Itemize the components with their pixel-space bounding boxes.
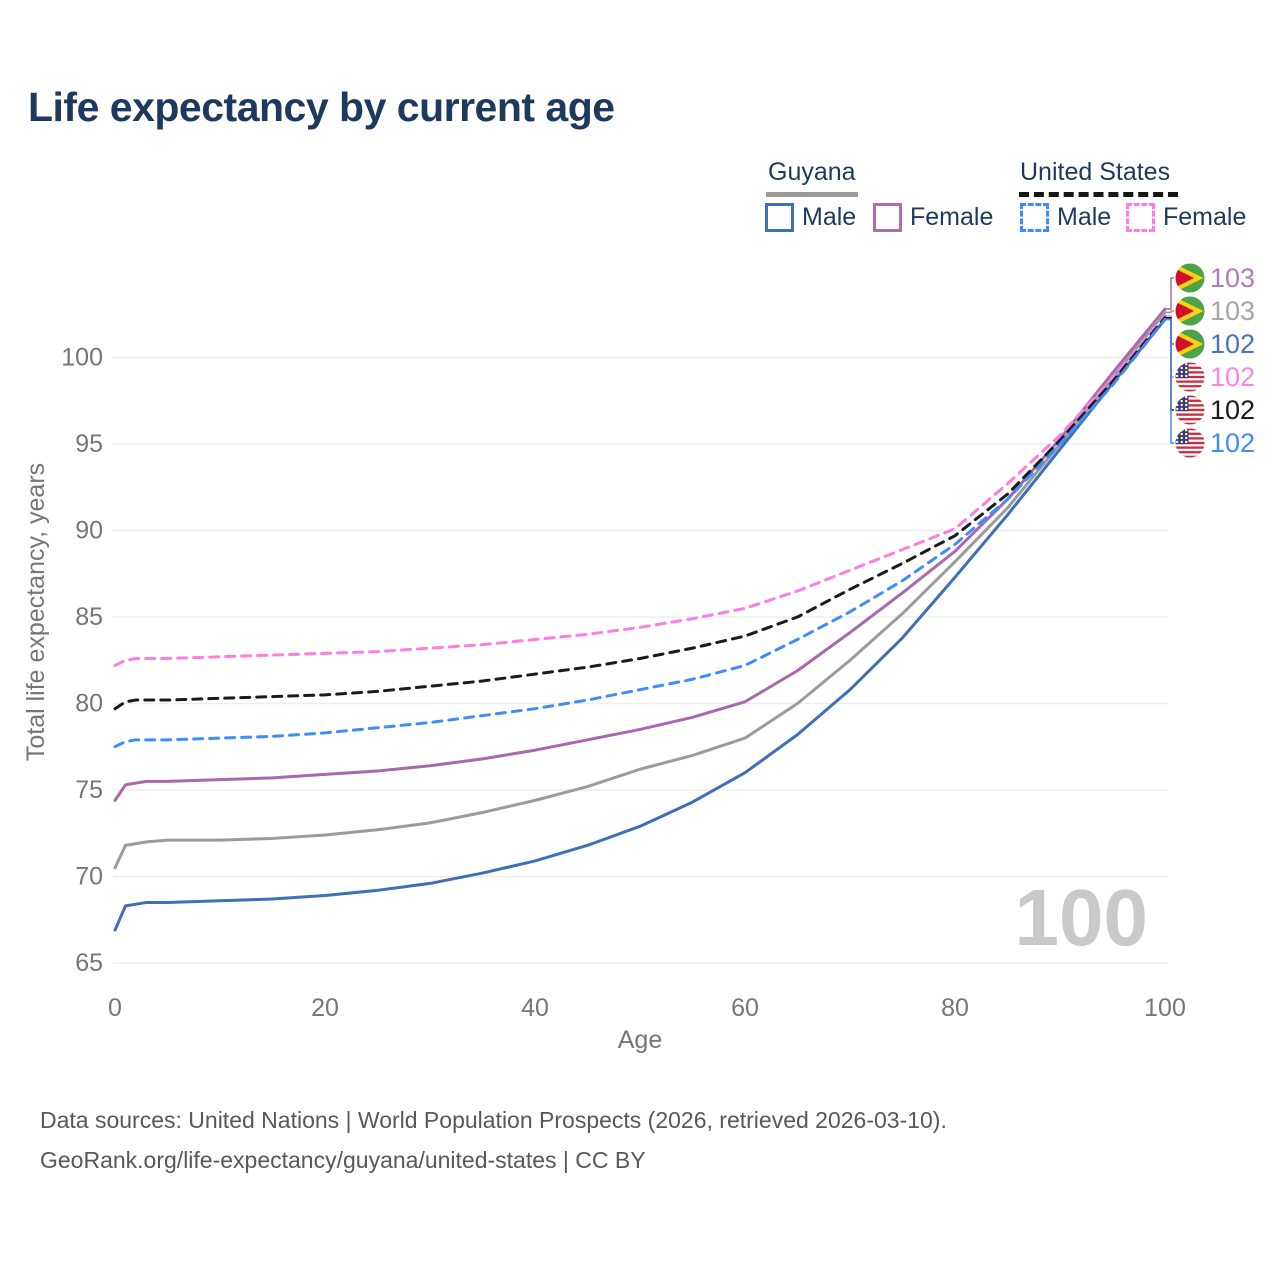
y-tick-label: 70 [75,863,103,891]
y-tick-label: 80 [75,690,103,718]
end-value-label-us-both: 102 [1210,395,1255,425]
y-tick-label: 95 [75,430,103,458]
x-tick-label: 20 [311,994,339,1022]
series-line-us-both [113,316,1167,711]
flag-border [1174,328,1206,360]
guyana-flag-icon [1175,263,1205,293]
series-line-us-male [113,317,1167,749]
legend-label-us-male: Male [1057,203,1112,231]
x-tick-label: 80 [941,994,969,1022]
us-male-swatch [1020,203,1049,232]
flag-border [1174,394,1206,426]
legend-label-guyana-female: Female [910,203,994,231]
end-label-leader-guyana-male [1166,318,1174,345]
end-label-leader-us-male [1166,318,1174,444]
end-label-leader-guyana-both [1166,310,1174,314]
guyana-male-swatch [765,203,794,232]
end-value-label-guyana-female: 103 [1210,263,1255,293]
guyana-female-swatch [873,203,902,232]
legend-label-guyana-male: Male [802,203,857,231]
x-tick-label: 40 [521,994,549,1022]
end-label-leader-us-both [1166,316,1174,411]
legend-group-us-title: United States [1020,158,1171,186]
axis-max-watermark: 100 [1015,873,1148,962]
y-tick-label: 65 [75,949,103,977]
series-line-guyana-female [113,307,1167,802]
guyana-flag-icon [1175,296,1205,326]
y-tick-label: 100 [61,344,103,372]
source-url-text: GeoRank.org/life-expectancy/guyana/unite… [40,1147,646,1173]
x-tick-label: 60 [731,994,759,1022]
end-value-label-us-male: 102 [1210,428,1255,458]
page-title: Life expectancy by current age [28,84,615,130]
life-expectancy-line-chart: 65 70 75 80 85 90 95 100 0 20 40 60 80 100 Age Total li… [22,262,1255,1054]
flag-border [1174,361,1206,393]
legend-group-guyana-title: Guyana [768,158,856,186]
legend-item-guyana-male[interactable]: Male [765,203,856,232]
data-sources-text: Data sources: United Nations | World Pop… [40,1107,947,1133]
legend-label-us-female: Female [1163,203,1247,231]
x-tick-label: 0 [108,994,122,1022]
legend-us-underline [1019,192,1178,197]
us-female-swatch [1126,203,1155,232]
legend-item-us-male[interactable]: Male [1020,203,1111,232]
x-axis-title: Age [618,1026,662,1054]
legend-guyana-underline [766,192,858,197]
legend-item-guyana-female[interactable]: Female [873,203,993,232]
end-value-label-guyana-male: 102 [1210,329,1255,359]
flag-border [1174,295,1206,327]
flag-border [1174,427,1206,459]
y-tick-label: 90 [75,517,103,545]
end-value-label-us-female: 102 [1210,362,1255,392]
end-value-label-guyana-both: 103 [1210,296,1255,326]
series-line-guyana-both [113,311,1167,870]
y-axis-title: Total life expectancy, years [22,463,50,761]
us-flag-icon [1175,362,1205,392]
series-line-guyana-male [113,317,1167,932]
y-tick-label: 85 [75,603,103,631]
x-tick-label: 100 [1144,994,1186,1022]
series-line-us-female [113,314,1167,667]
end-label-leader-guyana-female [1166,277,1174,310]
legend-item-us-female[interactable]: Female [1126,203,1246,232]
y-tick-label: 75 [75,776,103,804]
flag-border [1174,262,1206,294]
guyana-flag-icon [1175,329,1205,359]
end-label-leader-us-female [1166,315,1174,378]
